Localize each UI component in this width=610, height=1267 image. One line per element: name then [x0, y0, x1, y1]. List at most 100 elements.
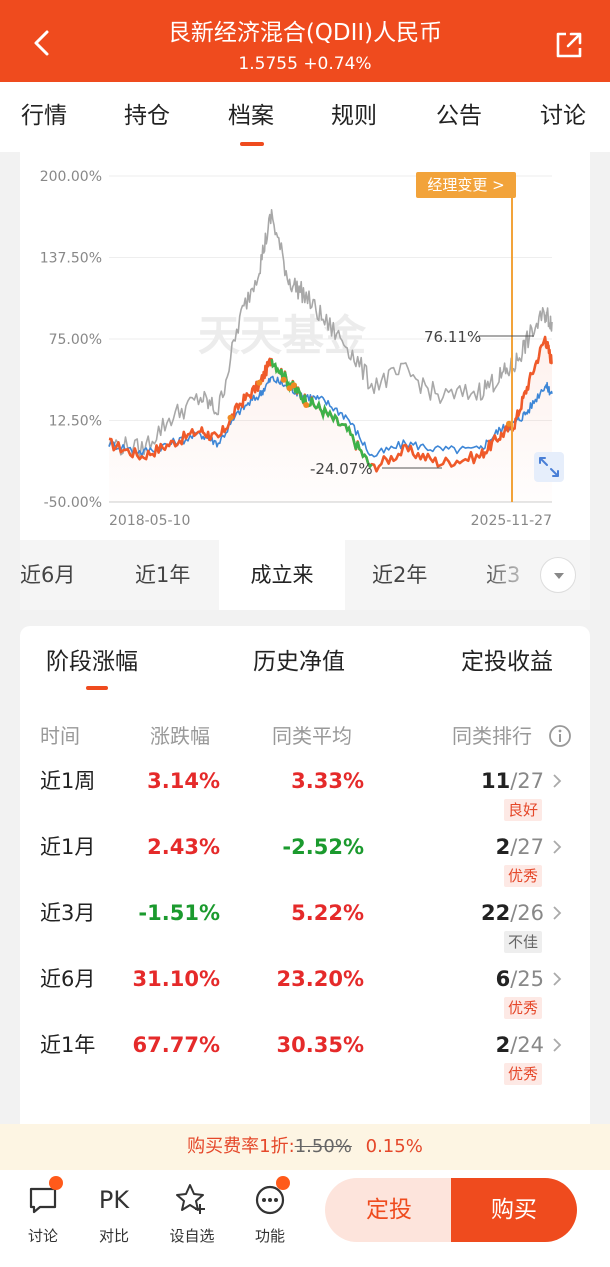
row-avg: 30.35% — [276, 1033, 364, 1057]
back-arrow-icon[interactable] — [28, 28, 58, 58]
y-tick-label: 137.50% — [40, 251, 102, 267]
tab-holdings[interactable]: 持仓 — [124, 103, 170, 129]
row-change: 3.14% — [147, 769, 220, 793]
performance-chart: 200.00% 137.50% 75.00% 12.50% -50.00% 天天基金 经… — [20, 152, 590, 540]
series-line-benchmark — [108, 209, 553, 460]
row-change: 2.43% — [147, 835, 220, 859]
header-change: 涨跌幅 — [150, 724, 210, 748]
row-avg: 23.20% — [276, 967, 364, 991]
chevron-right-icon[interactable] — [550, 774, 564, 788]
row-avg: -2.52% — [282, 835, 364, 859]
notification-dot — [49, 1176, 63, 1190]
range-1y[interactable]: 近1年 — [135, 563, 191, 587]
active-tab-indicator — [240, 142, 264, 146]
chevron-right-icon[interactable] — [550, 906, 564, 920]
y-tick-label: 12.50% — [49, 414, 102, 430]
rank-badge: 优秀 — [504, 1063, 543, 1085]
rank-badge: 不佳 — [504, 931, 543, 953]
series-area-fill — [109, 337, 552, 502]
pk-icon: PK — [98, 1186, 130, 1214]
manager-change-tag-bg[interactable] — [416, 172, 516, 198]
range-more-button[interactable] — [540, 557, 576, 593]
fund-nav: 1.5755 — [238, 54, 298, 74]
row-rank[interactable]: 6/25 — [495, 967, 544, 991]
notification-dot — [276, 1176, 290, 1190]
row-change: -1.51% — [138, 901, 220, 925]
trade-marker — [303, 402, 310, 408]
range-2y[interactable]: 近2年 — [372, 563, 428, 587]
discuss-label: 讨论 — [27, 1227, 58, 1245]
main-tabs: 行情 持仓 档案 规则 公告 讨论 — [0, 82, 610, 152]
range-since-inception[interactable]: 成立来 — [219, 540, 345, 610]
rank-badge: 优秀 — [504, 865, 543, 887]
range-6m[interactable]: 近6月 — [20, 563, 76, 587]
trade-marker — [506, 420, 512, 427]
x-start-label: 2018-05-10 — [109, 513, 190, 529]
functions-label: 功能 — [254, 1227, 285, 1245]
chevron-right-icon[interactable] — [550, 1038, 564, 1052]
add-watchlist-button[interactable]: 设自选 — [162, 1182, 222, 1252]
app-header: 艮新经济混合(QDII)人民币 1.5755 +0.74% — [0, 0, 610, 82]
expand-chart-icon[interactable] — [534, 452, 564, 482]
chevron-right-icon[interactable] — [550, 840, 564, 854]
trade-marker — [290, 382, 297, 389]
y-tick-label: 200.00% — [40, 169, 102, 185]
row-rank[interactable]: 22/26 — [480, 901, 544, 925]
series-line-fund-drawdown — [270, 358, 373, 470]
compare-button[interactable]: PK 对比 — [84, 1182, 144, 1252]
tab-rules[interactable]: 规则 — [331, 103, 377, 129]
star-plus-icon — [176, 1184, 205, 1214]
perf-tab-stage[interactable]: 阶段涨幅 — [46, 649, 138, 675]
fee-label: 购买费率1折: — [187, 1136, 295, 1157]
trade-marker — [227, 414, 234, 421]
fee-banner[interactable]: 购买费率1折:1.50% 0.15% — [0, 1124, 610, 1170]
rank-badge: 良好 — [504, 799, 543, 821]
x-end-label: 2025-11-27 — [471, 513, 552, 529]
tab-market[interactable]: 行情 — [21, 103, 67, 129]
fund-title: 艮新经济混合(QDII)人民币 — [167, 20, 443, 46]
manager-change-tag[interactable]: 经理变更 > — [427, 176, 504, 194]
row-period: 近6月 — [40, 967, 96, 991]
fund-change: +0.74% — [303, 54, 372, 74]
row-period: 近1年 — [40, 1033, 96, 1057]
more-dots-icon — [255, 1185, 285, 1215]
row-change: 67.77% — [132, 1033, 220, 1057]
perf-tab-history[interactable]: 历史净值 — [253, 649, 345, 675]
row-rank[interactable]: 2/27 — [495, 835, 544, 859]
perf-tab-indicator — [86, 686, 108, 690]
chevron-right-icon[interactable] — [550, 972, 564, 986]
y-tick-label: -50.00% — [44, 495, 102, 511]
row-change: 31.10% — [132, 967, 220, 991]
trade-marker — [256, 379, 263, 386]
row-period: 近3月 — [40, 901, 96, 925]
bottom-action-bar: 讨论 PK 对比 设自选 功能 定投 购买 — [0, 1170, 610, 1267]
discuss-button[interactable]: 讨论 — [13, 1176, 73, 1252]
more-functions-button[interactable]: 功能 — [240, 1176, 300, 1252]
tab-announcements[interactable]: 公告 — [436, 103, 482, 129]
share-icon[interactable] — [554, 30, 584, 60]
max-label: 76.11% — [424, 328, 481, 346]
chart-watermark: 天天基金 — [198, 311, 367, 360]
chevron-down-icon — [554, 573, 564, 579]
header-rank: 同类排行 — [452, 724, 532, 748]
trade-marker — [286, 385, 293, 392]
perf-tab-sip[interactable]: 定投收益 — [461, 649, 553, 675]
row-rank[interactable]: 2/24 — [495, 1033, 544, 1057]
chart-svg: 200.00% 137.50% 75.00% 12.50% -50.00% 天天基金 经… — [40, 169, 564, 529]
tab-profile[interactable]: 档案 — [228, 103, 274, 129]
compare-label: 对比 — [98, 1227, 129, 1245]
row-rank[interactable]: 11/27 — [480, 769, 544, 793]
y-tick-label: 75.00% — [49, 332, 102, 348]
sip-button[interactable]: 定投 — [325, 1178, 453, 1242]
row-period: 近1周 — [40, 769, 96, 793]
buy-button[interactable]: 购买 — [451, 1178, 577, 1242]
trade-marker — [280, 376, 287, 383]
tab-discussion[interactable]: 讨论 — [540, 103, 586, 129]
fund-nav-line: 1.5755 +0.74% — [0, 53, 610, 75]
header-period: 时间 — [40, 724, 80, 748]
fee-original: 1.50% — [294, 1136, 352, 1157]
info-icon[interactable] — [548, 724, 572, 748]
row-period: 近1月 — [40, 835, 96, 859]
fee-current: 0.15% — [365, 1136, 423, 1157]
performance-card: 阶段涨幅 历史净值 定投收益 时间 涨跌幅 同类平均 同类排行 近1周 3.14… — [20, 626, 590, 1126]
